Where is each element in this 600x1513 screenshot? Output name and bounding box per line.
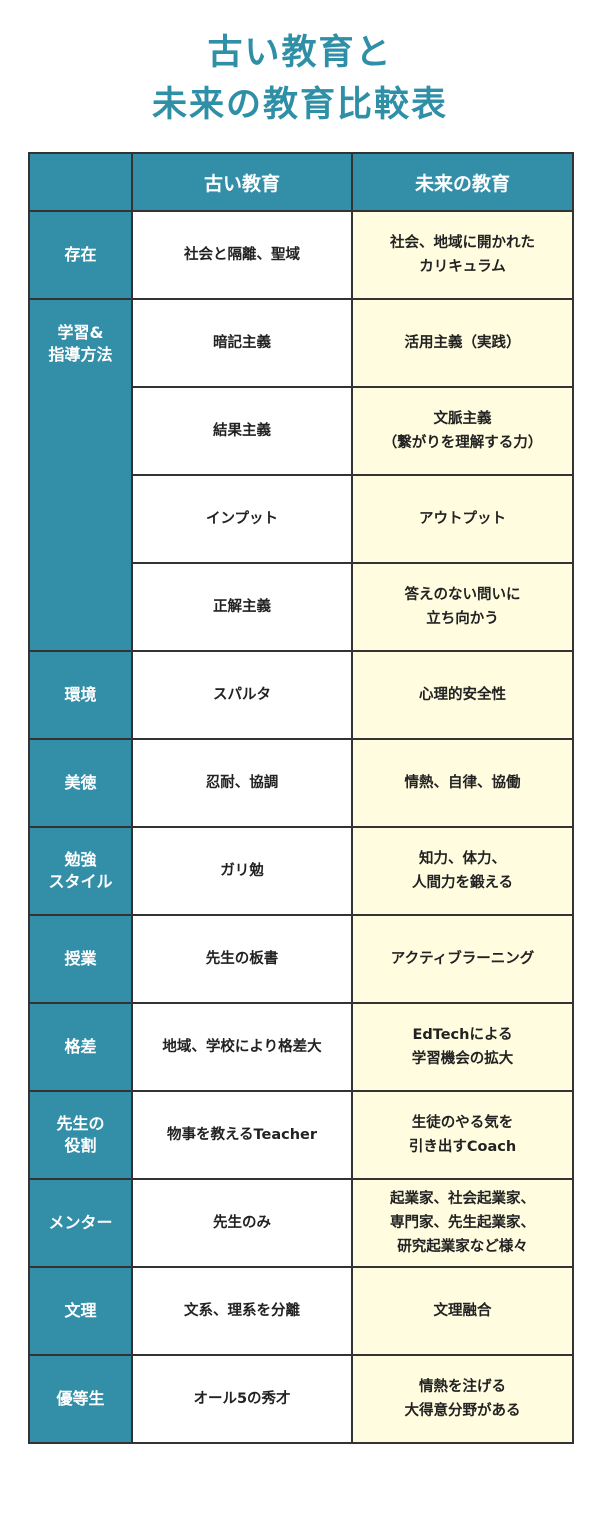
header-old-education: 古い教育 <box>131 152 353 212</box>
table-row: 格差 地域、学校により格差大 EdTechによる 学習機会の拡大 <box>28 1002 574 1092</box>
future-education-cell: アクティブラーニング <box>351 914 574 1004</box>
row-category: 環境 <box>28 650 133 740</box>
row-category: 勉強 スタイル <box>28 826 133 916</box>
old-education-cell: オール5の秀才 <box>131 1354 353 1444</box>
row-category: 学習& 指導方法 <box>28 298 133 652</box>
future-education-cell: 答えのない問いに 立ち向かう <box>351 562 574 652</box>
table-row: 正解主義 答えのない問いに 立ち向かう <box>29 562 574 652</box>
old-education-cell: スパルタ <box>131 650 353 740</box>
future-education-cell: 心理的安全性 <box>351 650 574 740</box>
header-category <box>28 152 133 212</box>
table-row: 文理 文系、理系を分離 文理融合 <box>28 1266 574 1356</box>
future-education-cell: 情熱を注げる 大得意分野がある <box>351 1354 574 1444</box>
table-row: 美徳 忍耐、協調 情熱、自律、協働 <box>28 738 574 828</box>
row-category: 優等生 <box>28 1354 133 1444</box>
row-category: 先生の 役割 <box>28 1090 133 1180</box>
old-education-cell: 地域、学校により格差大 <box>131 1002 353 1092</box>
row-category: 文理 <box>28 1266 133 1356</box>
table-row: 優等生 オール5の秀才 情熱を注げる 大得意分野がある <box>28 1354 574 1444</box>
page-title-line2: 未来の教育比較表 <box>151 85 448 125</box>
old-education-cell: 文系、理系を分離 <box>131 1266 353 1356</box>
future-education-cell: EdTechによる 学習機会の拡大 <box>351 1002 574 1092</box>
row-category: 存在 <box>28 210 133 300</box>
table-row: 先生の 役割 物事を教えるTeacher 生徒のやる気を 引き出すCoach <box>28 1090 574 1180</box>
future-education-cell: 文理融合 <box>351 1266 574 1356</box>
old-education-cell: 先生のみ <box>131 1178 353 1268</box>
comparison-table: 古い教育 未来の教育 存在 社会と隔離、聖域 社会、地域に開かれた カリキュラム 学習… <box>28 152 574 1444</box>
table-row: 存在 社会と隔離、聖域 社会、地域に開かれた カリキュラム <box>28 210 574 300</box>
old-education-cell: 結果主義 <box>131 386 353 476</box>
table-row: インプット アウトプット <box>29 474 574 564</box>
future-education-cell: 社会、地域に開かれた カリキュラム <box>351 210 574 300</box>
future-education-cell: アウトプット <box>351 474 574 564</box>
future-education-cell: 情熱、自律、協働 <box>351 738 574 828</box>
row-category: 授業 <box>28 914 133 1004</box>
old-education-cell: インプット <box>131 474 353 564</box>
future-education-cell: 文脈主義 （繋がりを理解する力） <box>351 386 574 476</box>
header-future-education: 未来の教育 <box>351 152 574 212</box>
table-row: メンター 先生のみ 起業家、社会起業家、 専門家、先生起業家、 研究起業家など様々 <box>28 1178 574 1268</box>
old-education-cell: 忍耐、協調 <box>131 738 353 828</box>
old-education-cell: 社会と隔離、聖域 <box>131 210 353 300</box>
future-education-cell: 活用主義（実践） <box>351 298 574 388</box>
row-category: 美徳 <box>28 738 133 828</box>
old-education-cell: ガリ勉 <box>131 826 353 916</box>
page-title-line1: 古い教育と <box>207 33 393 73</box>
future-education-cell: 起業家、社会起業家、 専門家、先生起業家、 研究起業家など様々 <box>351 1178 574 1268</box>
row-category: メンター <box>28 1178 133 1268</box>
old-education-cell: 暗記主義 <box>131 298 353 388</box>
future-education-cell: 生徒のやる気を 引き出すCoach <box>351 1090 574 1180</box>
table-row: 勉強 スタイル ガリ勉 知力、体力、 人間力を鍛える <box>28 826 574 916</box>
future-education-cell: 知力、体力、 人間力を鍛える <box>351 826 574 916</box>
old-education-cell: 物事を教えるTeacher <box>131 1090 353 1180</box>
old-education-cell: 正解主義 <box>131 562 353 652</box>
table-row: 環境 スパルタ 心理的安全性 <box>28 650 574 740</box>
table-row: 授業 先生の板書 アクティブラーニング <box>28 914 574 1004</box>
old-education-cell: 先生の板書 <box>131 914 353 1004</box>
table-row: 結果主義 文脈主義 （繋がりを理解する力） <box>29 386 574 476</box>
table-row: 学習& 指導方法 暗記主義 活用主義（実践） <box>28 298 574 652</box>
row-category: 格差 <box>28 1002 133 1092</box>
header-row: 古い教育 未来の教育 <box>28 152 574 212</box>
